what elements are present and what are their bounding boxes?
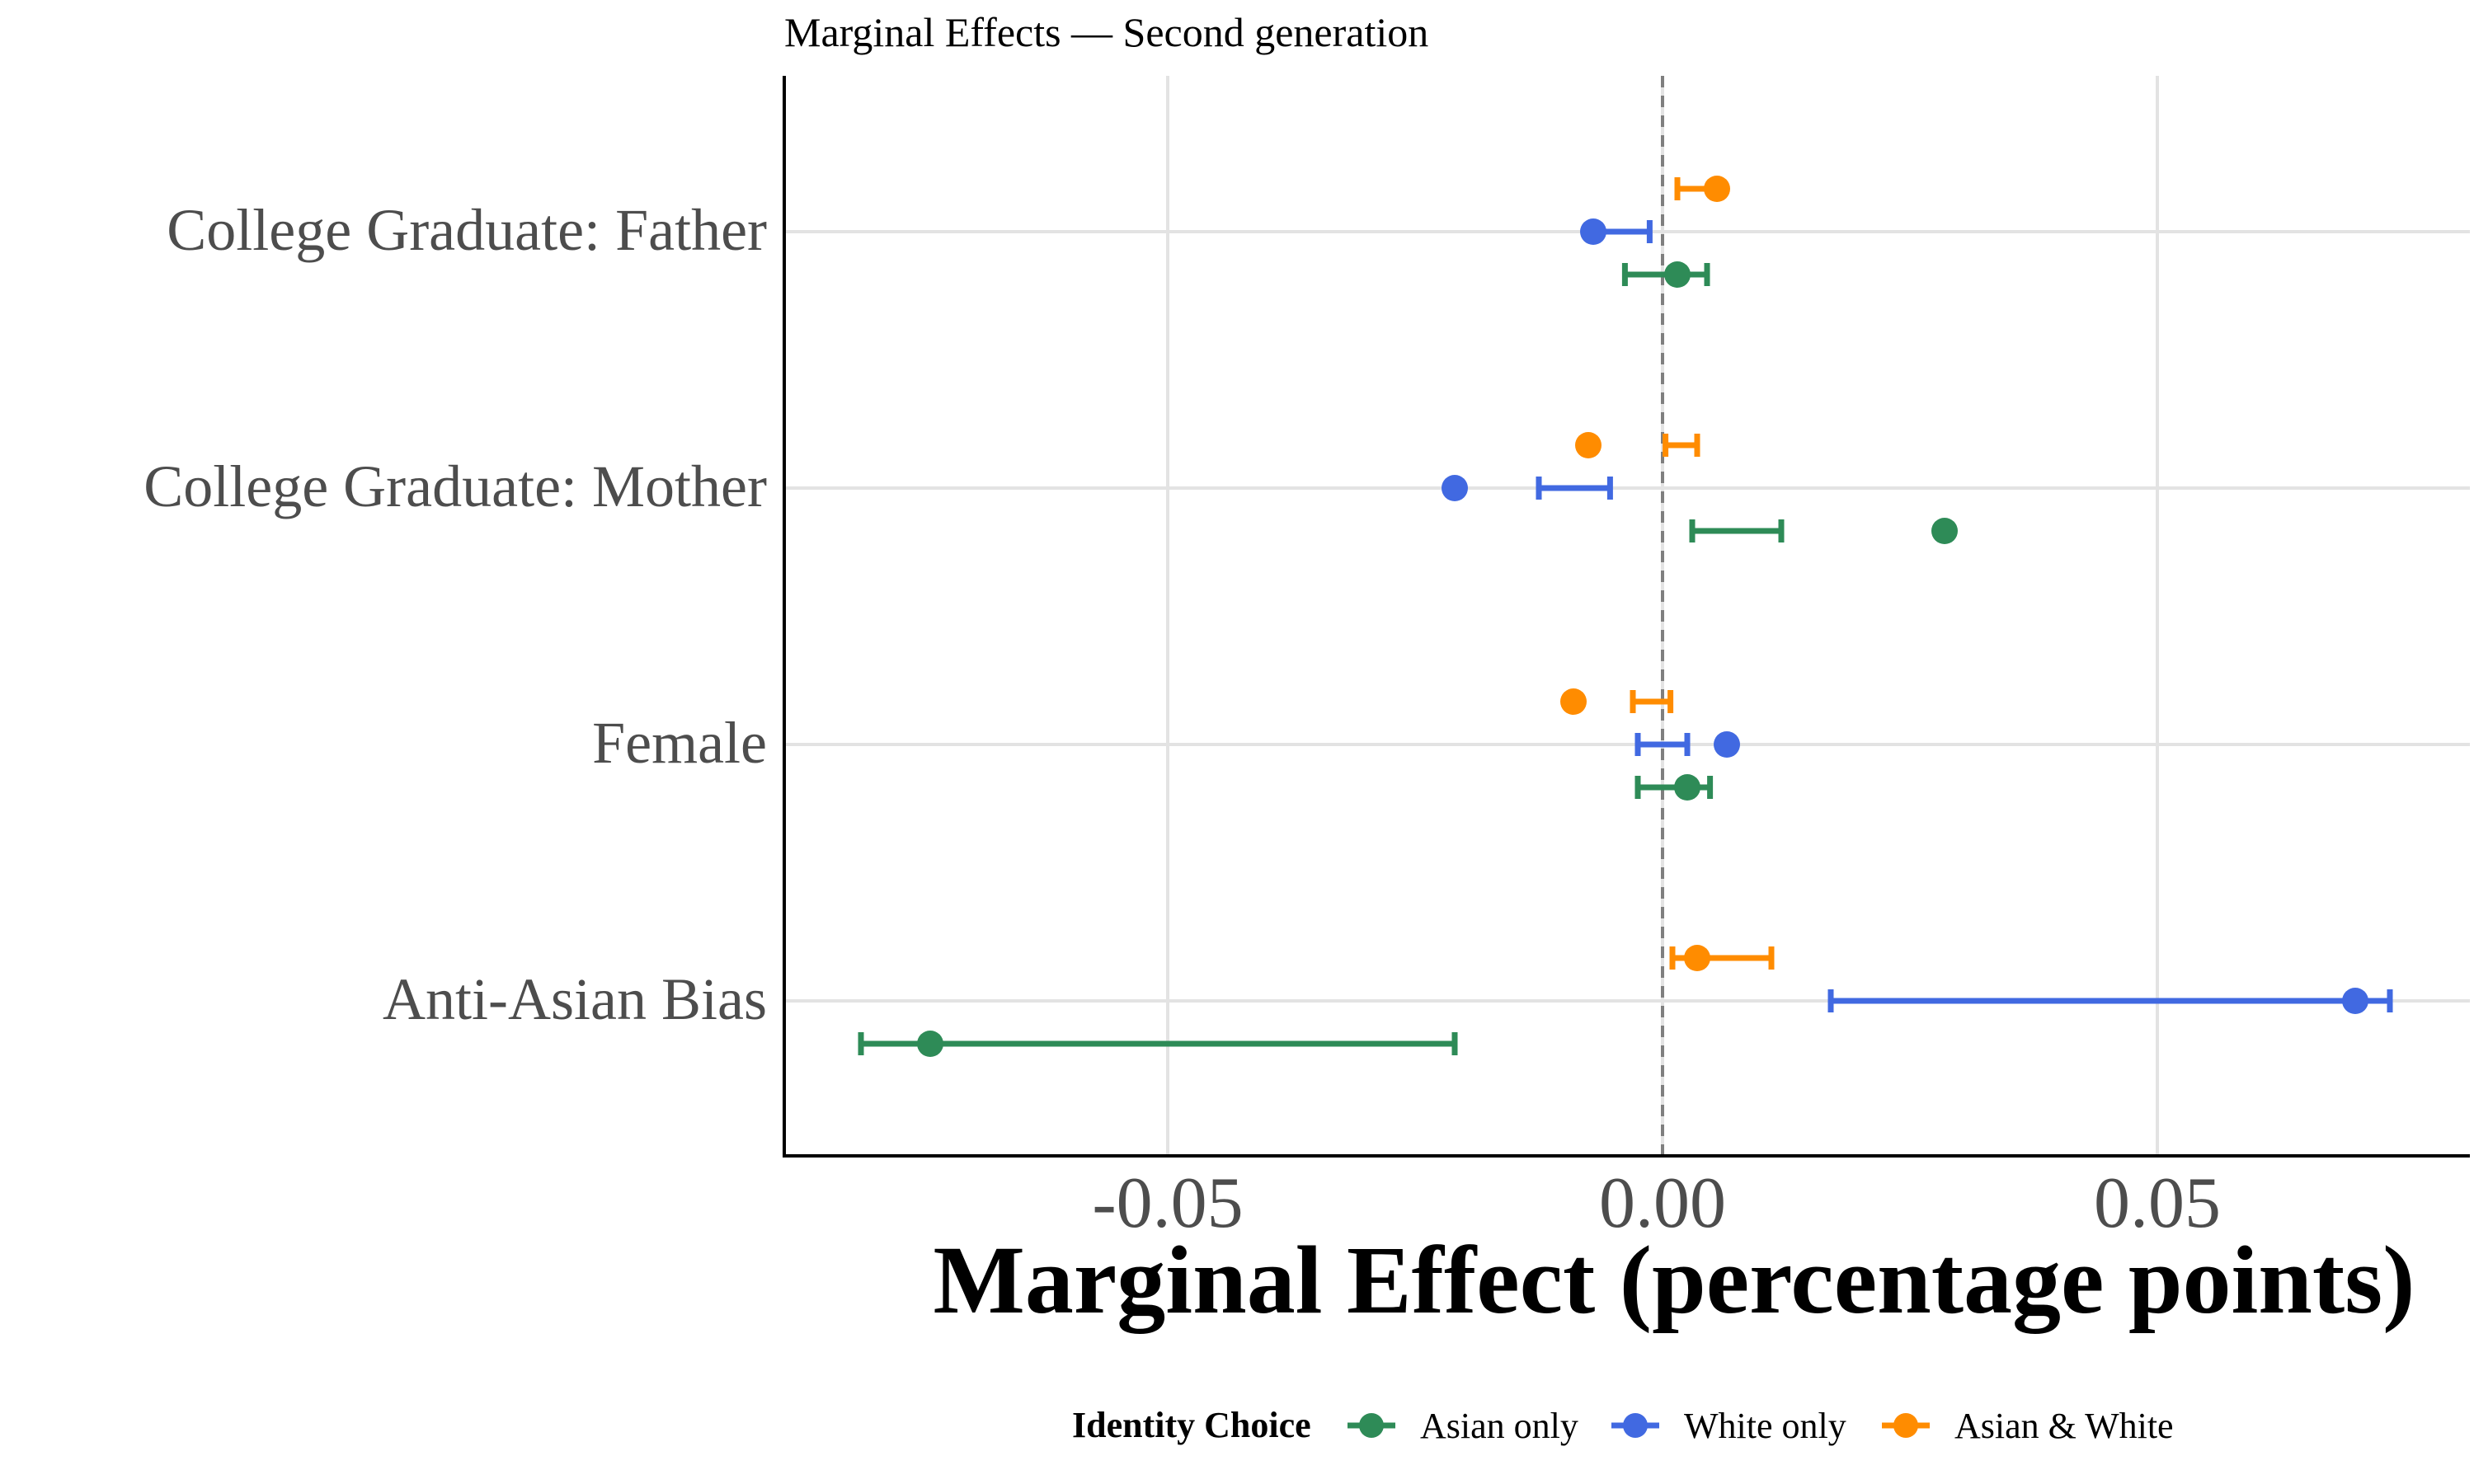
legend-item-asian-and-white: Asian & White: [1882, 1406, 2174, 1446]
point-asian-and-white-female: [1560, 688, 1587, 715]
point-white-only-college-graduate-mother: [1442, 475, 1468, 501]
legend: Identity Choice Asian only White only Asia…: [1072, 1405, 2174, 1446]
point-asian-only-college-graduate-mother: [1931, 518, 1958, 544]
y-tick-labels: College Graduate: Father College Graduate…: [143, 197, 767, 1032]
legend-label-asian-only: Asian only: [1420, 1406, 1578, 1446]
series-asian-only: [858, 261, 1958, 1057]
error-bars-and-points: [858, 176, 2393, 1057]
legend-key-point-white-only: [1623, 1413, 1648, 1438]
y-tick-label-female: Female: [592, 710, 767, 776]
series-asian-and-white: [1560, 176, 1775, 971]
x-tick-labels: -0.05 0.00 0.05: [1092, 1163, 2221, 1243]
point-white-only-college-graduate-father: [1580, 218, 1606, 245]
point-asian-only-female: [1674, 774, 1700, 801]
point-asian-and-white-anti-asian-bias: [1684, 945, 1710, 971]
x-axis-title: Marginal Effect (percentage points): [934, 1226, 2415, 1334]
grid-lines: [784, 76, 2470, 1156]
legend-key-point-asian-and-white: [1893, 1413, 1918, 1438]
x-tick-label-0: -0.05: [1092, 1163, 1243, 1243]
axes: [783, 76, 2470, 1158]
legend-label-asian-and-white: Asian & White: [1954, 1406, 2174, 1446]
y-tick-label-college-graduate-mother: College Graduate: Mother: [143, 453, 767, 519]
x-tick-label-1: 0.00: [1599, 1163, 1726, 1243]
x-tick-label-2: 0.05: [2094, 1163, 2221, 1243]
point-asian-only-anti-asian-bias: [917, 1031, 943, 1057]
legend-item-white-only: White only: [1611, 1406, 1846, 1446]
y-tick-label-college-graduate-father: College Graduate: Father: [167, 197, 767, 263]
point-asian-and-white-college-graduate-mother: [1575, 432, 1602, 458]
legend-label-white-only: White only: [1684, 1406, 1846, 1446]
legend-title: Identity Choice: [1072, 1405, 1311, 1445]
chart-title: Marginal Effects — Second generation: [784, 9, 1428, 55]
point-asian-and-white-college-graduate-father: [1704, 176, 1730, 202]
point-white-only-female: [1714, 731, 1740, 758]
legend-item-asian-only: Asian only: [1348, 1406, 1578, 1446]
series-white-only: [1442, 218, 2393, 1014]
y-tick-label-anti-asian-bias: Anti-Asian Bias: [383, 966, 767, 1032]
point-asian-only-college-graduate-father: [1664, 261, 1691, 288]
point-white-only-anti-asian-bias: [2342, 988, 2368, 1014]
legend-items: Asian only White only Asian & White: [1348, 1406, 2174, 1446]
legend-key-point-asian-only: [1359, 1413, 1384, 1438]
